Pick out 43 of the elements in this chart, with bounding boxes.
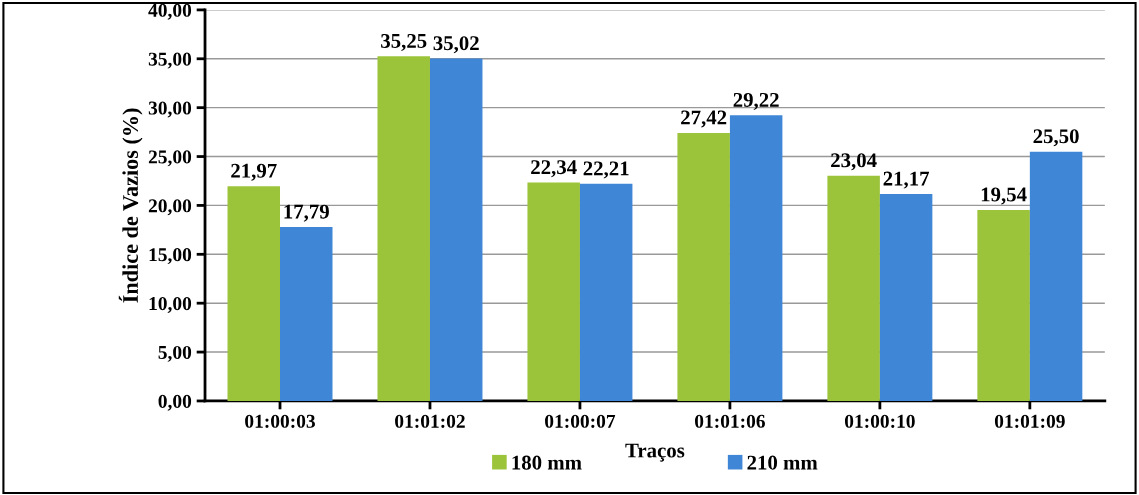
bar [527,182,580,401]
data-label: 35,25 [381,33,427,51]
data-label: 17,79 [284,204,329,222]
bar [227,186,280,401]
x-tick-label: 01:01:02 [395,414,465,428]
data-label: 27,42 [681,110,727,128]
y-tick-label: 30,00 [148,101,192,118]
bar [677,132,730,401]
data-label: 19,54 [981,187,1027,205]
bar [827,175,880,401]
y-tick-label: 35,00 [148,52,192,69]
y-axis-title: Índice de Vazios (%) [118,108,143,303]
data-label: 22,21 [583,161,629,179]
bar [579,183,633,401]
bar [977,209,1030,401]
data-label: 21,17 [883,171,930,189]
bar [1029,151,1083,401]
y-tick-label: 10,00 [149,297,192,313]
y-tick-label: 25,00 [148,150,192,167]
bar [429,58,483,401]
data-label: 25,50 [1033,129,1079,147]
data-label: 29,22 [733,92,779,110]
bar [280,227,333,401]
x-tick-label: 01:01:06 [695,414,765,428]
x-tick-label: 01:00:07 [545,414,616,428]
legend-label: 210 mm [747,455,818,470]
data-label: 23,04 [831,153,877,171]
bar [879,193,933,401]
y-tick-label: 40,00 [148,3,192,20]
x-tick-label: 01:00:10 [844,414,915,428]
y-tick-label: 15,00 [149,248,192,265]
data-label: 21,97 [231,163,277,181]
x-axis-title: Traços [625,443,685,462]
y-tick-label: 20,00 [148,199,192,216]
y-tick-label: 0,00 [158,394,192,411]
bar [729,115,783,401]
x-tick-label: 01:01:09 [994,414,1065,428]
y-tick-label: 5,00 [158,345,192,362]
data-label: 22,34 [531,160,577,178]
legend-label: 180 mm [512,455,582,470]
x-tick-label: 01:00:03 [245,414,315,428]
bar [377,56,430,401]
data-label: 35,02 [433,36,479,54]
